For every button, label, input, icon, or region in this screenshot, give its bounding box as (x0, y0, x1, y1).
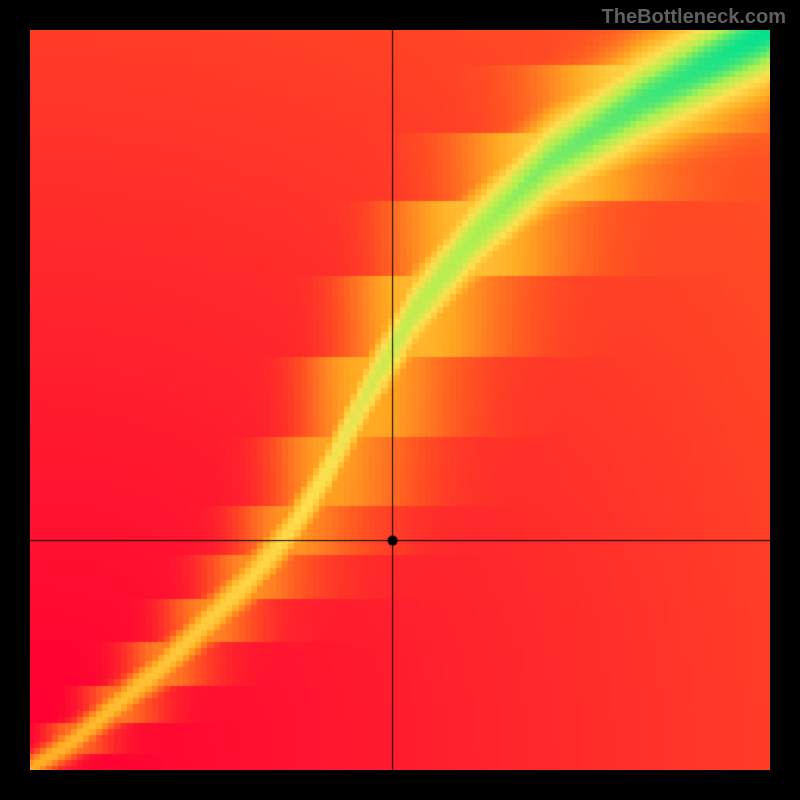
watermark-text: TheBottleneck.com (602, 6, 786, 29)
plot-area (30, 30, 770, 770)
heatmap-canvas (30, 30, 770, 770)
chart-container: TheBottleneck.com (0, 0, 800, 800)
